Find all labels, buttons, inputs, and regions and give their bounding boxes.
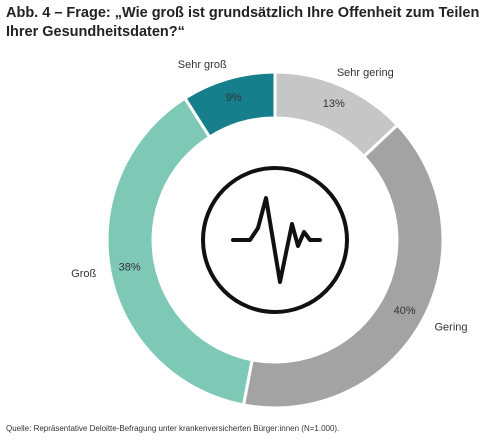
chart-title: Abb. 4 – Frage: „Wie groß ist grundsätzl… [6,5,480,40]
value-label: 38% [119,262,141,274]
source-note: Quelle: Repräsentative Deloitte-Befragun… [6,424,340,433]
category-label: Sehr gering [337,67,394,79]
donut-segment [105,96,254,407]
value-label: 9% [226,92,242,104]
value-label: 40% [394,305,416,317]
category-label: Gering [434,322,467,334]
donut-segment [241,122,445,410]
donut-segment [182,70,277,140]
category-label: Groß [71,268,96,280]
category-label: Sehr groß [178,59,227,71]
center-icon [201,166,349,314]
value-label: 13% [323,98,345,110]
